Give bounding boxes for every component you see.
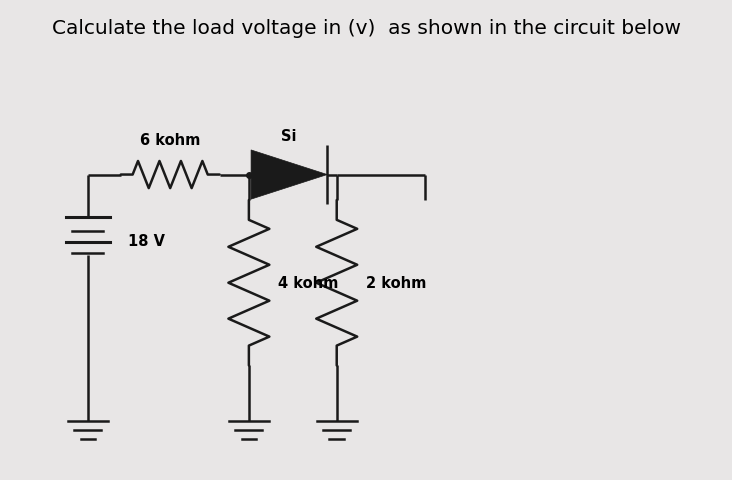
Text: Calculate the load voltage in (v)  as shown in the circuit below: Calculate the load voltage in (v) as sho… [51,19,681,38]
Text: Si: Si [281,129,297,144]
Text: 6 kohm: 6 kohm [140,132,201,148]
Polygon shape [251,151,327,200]
Text: 2 kohm: 2 kohm [366,276,426,290]
Text: 4 kohm: 4 kohm [278,276,338,290]
Text: 18 V: 18 V [128,233,165,248]
